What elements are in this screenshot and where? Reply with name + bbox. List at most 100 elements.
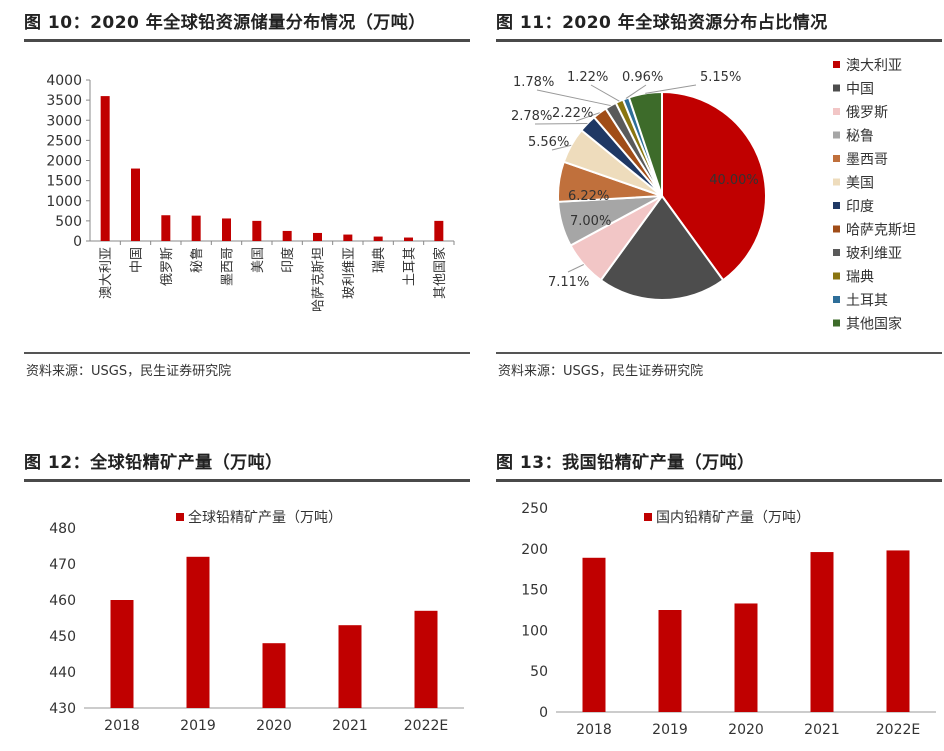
legend-swatch	[176, 513, 184, 521]
y-tick-label: 3500	[46, 93, 82, 109]
bar	[262, 643, 286, 708]
figure-10-source: 资料来源：USGS，民生证券研究院	[26, 364, 232, 379]
legend-label: 秘鲁	[846, 129, 874, 145]
y-tick-label: 0	[539, 705, 548, 721]
y-tick-label: 4000	[46, 73, 82, 89]
bar	[131, 168, 140, 241]
x-tick-label: 中国	[130, 247, 145, 273]
x-tick-label: 2018	[104, 718, 140, 734]
bar	[734, 603, 758, 712]
bar	[110, 600, 134, 708]
legend-swatch	[833, 84, 840, 92]
legend-label: 玻利维亚	[846, 246, 902, 262]
y-tick-label: 100	[521, 623, 548, 639]
bar	[161, 215, 171, 241]
legend-swatch	[833, 319, 840, 327]
legend-swatch	[833, 225, 840, 233]
legend-swatch	[833, 108, 840, 115]
pie-slice	[627, 90, 663, 197]
x-tick-label: 2020	[728, 722, 764, 738]
x-tick-label: 秘鲁	[190, 247, 205, 273]
bar	[191, 215, 201, 241]
figure-10-title: 图 10：2020 年全球铅资源储量分布情况（万吨）	[24, 13, 426, 33]
pie-value-label: 7.00%	[570, 214, 611, 229]
bar	[282, 230, 292, 241]
legend-swatch	[833, 202, 840, 209]
y-tick-label: 430	[49, 701, 76, 717]
label-leader-line	[536, 89, 611, 107]
y-tick-label: 2000	[46, 154, 82, 170]
x-tick-label: 玻利维亚	[342, 247, 357, 299]
pie-value-label: 1.22%	[567, 70, 608, 85]
y-tick-label: 1500	[46, 174, 82, 190]
x-tick-label: 美国	[251, 247, 266, 273]
figure-10-panel: 图 10：2020 年全球铅资源储量分布情况（万吨） 资料来源：USGS，民生证…	[24, 8, 470, 388]
y-tick-label: 440	[49, 665, 76, 681]
pie-slice	[599, 194, 725, 301]
legend-label: 中国	[846, 82, 874, 98]
pie-value-label: 0.96%	[622, 70, 663, 85]
pie-slice	[661, 90, 767, 282]
label-leader-line	[645, 84, 697, 94]
pie-value-label: 40.00%	[709, 173, 759, 188]
pie-value-label: 2.78%	[511, 109, 552, 124]
figure-11-pie-chart: 40.00% 7.11% 7.00% 6.22% 5.56% 2.78% 2.22% 1.78…	[511, 58, 916, 333]
figure-13-title: 图 13：我国铅精矿产量（万吨）	[496, 453, 755, 473]
x-tick-label: 2019	[652, 722, 688, 738]
figure-13-bar-chart: 0 50 100 150 200 250 2018 2019 2020 2021 2022E 国内铅精…	[521, 501, 936, 738]
x-tick-label: 2019	[180, 718, 216, 734]
figure-12-title: 图 12：全球铅精矿产量（万吨）	[24, 453, 283, 473]
y-tick-label: 450	[49, 629, 76, 645]
x-tick-label: 俄罗斯	[160, 247, 175, 286]
figure-13-top-rule	[496, 479, 942, 482]
x-tick-label: 瑞典	[372, 247, 387, 273]
x-tick-label: 墨西哥	[221, 247, 236, 286]
bar	[810, 552, 834, 712]
y-tick-label: 1000	[46, 194, 82, 210]
x-tick-label: 2022E	[876, 722, 920, 738]
legend-label: 美国	[846, 176, 874, 192]
legend-label: 全球铅精矿产量（万吨）	[188, 509, 342, 526]
bar	[252, 220, 262, 241]
bar	[404, 237, 413, 241]
label-leader-line	[575, 112, 600, 122]
figure-11-top-rule	[496, 39, 942, 42]
pie-value-label: 7.11%	[548, 275, 589, 290]
y-tick-label: 200	[521, 542, 548, 558]
legend-label: 墨西哥	[846, 152, 888, 168]
legend-label: 俄罗斯	[846, 105, 888, 121]
bar	[886, 550, 910, 712]
y-tick-label: 150	[521, 583, 548, 599]
legend-swatch	[833, 249, 840, 256]
bar	[186, 556, 210, 708]
x-tick-label: 2020	[256, 718, 292, 734]
legend-label: 哈萨克斯坦	[846, 223, 916, 239]
legend-label: 印度	[846, 199, 874, 215]
figure-11-bottom-rule	[496, 352, 942, 354]
figure-10-bottom-rule	[24, 352, 470, 354]
x-tick-label: 2022E	[404, 718, 448, 734]
y-tick-label: 250	[521, 501, 548, 517]
bar	[582, 557, 606, 712]
figure-11-panel: 图 11：2020 年全球铅资源分布占比情况 资料来源：USGS，民生证券研究院	[496, 8, 942, 388]
figure-13-panel: 图 13：我国铅精矿产量（万吨）	[496, 448, 942, 748]
x-tick-label: 哈萨克斯坦	[312, 247, 327, 312]
y-tick-label: 460	[49, 593, 76, 609]
label-leader-line	[551, 144, 572, 151]
y-tick-label: 50	[530, 664, 548, 680]
pie-value-label: 2.22%	[552, 106, 593, 121]
legend-label: 瑞典	[846, 270, 874, 286]
bar	[100, 96, 110, 241]
bar	[414, 610, 438, 708]
y-tick-label: 2500	[46, 133, 82, 149]
legend-label: 土耳其	[846, 293, 888, 309]
bar	[338, 625, 362, 708]
legend-label: 国内铅精矿产量（万吨）	[656, 510, 810, 526]
x-tick-label: 印度	[280, 247, 296, 273]
bar	[313, 232, 322, 241]
pie-value-label: 5.56%	[528, 135, 569, 150]
bar	[222, 218, 231, 241]
legend-swatch	[833, 155, 840, 162]
label-leader-line	[567, 264, 584, 273]
x-tick-label: 2018	[576, 722, 612, 738]
